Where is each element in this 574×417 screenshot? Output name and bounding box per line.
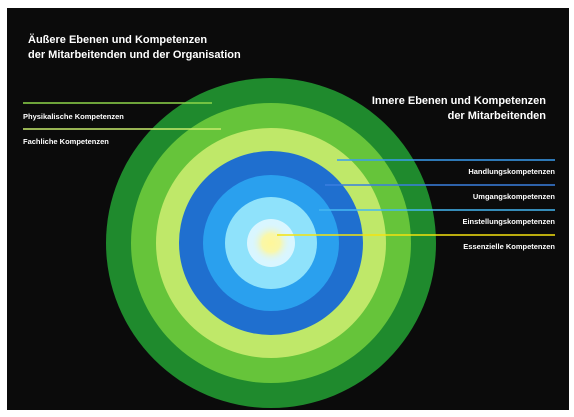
core-glow [251,223,291,263]
label-right-2: Umgangskompetenzen [473,192,556,201]
concentric-competency-diagram: Physikalische Kompetenzen Fachliche Kompe… [23,78,555,408]
label-left-1: Physikalische Kompetenzen [23,112,124,121]
label-right-1: Handlungskompetenzen [468,167,555,176]
outer-levels-title: Äußere Ebenen und Kompetenzen der Mitarb… [28,33,241,63]
outer-title-text: Äußere Ebenen und Kompetenzen der Mitarb… [28,34,241,61]
label-left-2: Fachliche Kompetenzen [23,137,109,146]
inner-levels-title: Innere Ebenen und Kompetenzen der Mitarb… [372,94,546,124]
label-right-4: Essenzielle Kompetenzen [463,242,555,251]
inner-title-text: Innere Ebenen und Kompetenzen der Mitarb… [371,95,546,122]
rings-layer [106,78,436,408]
labels-layer: Physikalische Kompetenzen Fachliche Kompe… [23,112,555,251]
diagram-canvas: Physikalische Kompetenzen Fachliche Kompe… [7,8,569,410]
leader-lines-layer [23,102,555,236]
label-right-3: Einstellungskompetenzen [462,217,555,226]
